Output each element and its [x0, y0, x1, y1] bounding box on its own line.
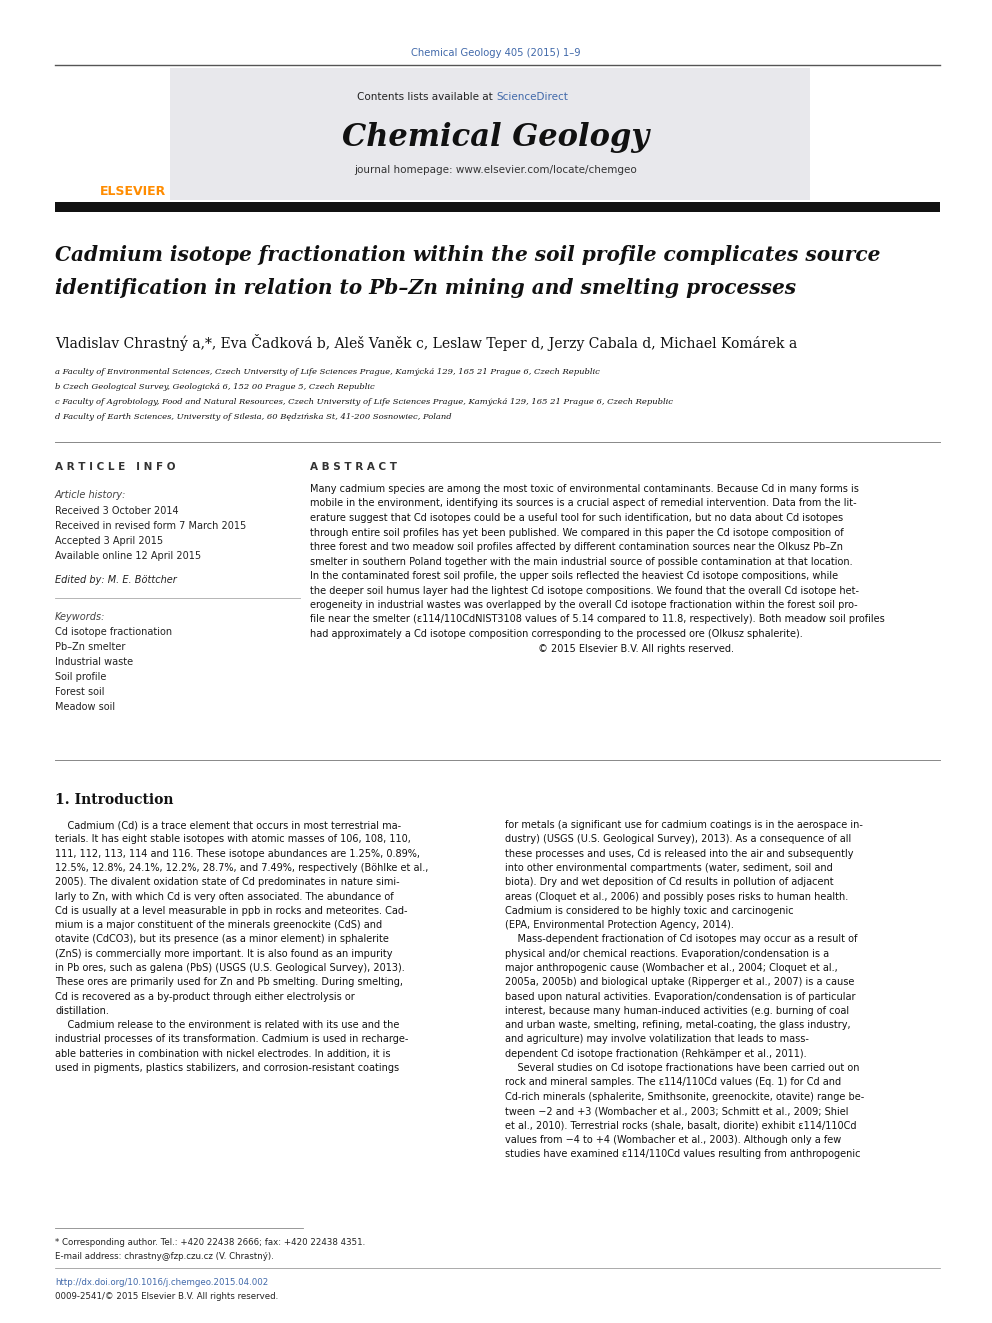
Text: areas (Cloquet et al., 2006) and possibly poses risks to human health.: areas (Cloquet et al., 2006) and possibl…: [505, 892, 848, 901]
Text: (ZnS) is commercially more important. It is also found as an impurity: (ZnS) is commercially more important. It…: [55, 949, 393, 959]
Text: three forest and two meadow soil profiles affected by different contamination so: three forest and two meadow soil profile…: [310, 542, 843, 552]
Text: file near the smelter (ε114/110CdNIST3108 values of 5.14 compared to 11.8, respe: file near the smelter (ε114/110CdNIST310…: [310, 614, 885, 624]
Text: for metals (a significant use for cadmium coatings is in the aerospace in-: for metals (a significant use for cadmiu…: [505, 820, 863, 830]
Text: Cadmium is considered to be highly toxic and carcinogenic: Cadmium is considered to be highly toxic…: [505, 906, 794, 916]
Text: able batteries in combination with nickel electrodes. In addition, it is: able batteries in combination with nicke…: [55, 1049, 391, 1058]
Text: A B S T R A C T: A B S T R A C T: [310, 462, 397, 472]
Text: http://dx.doi.org/10.1016/j.chemgeo.2015.04.002: http://dx.doi.org/10.1016/j.chemgeo.2015…: [55, 1278, 268, 1287]
Text: distillation.: distillation.: [55, 1005, 109, 1016]
Text: In the contaminated forest soil profile, the upper soils reflected the heaviest : In the contaminated forest soil profile,…: [310, 572, 838, 581]
Text: Cadmium isotope fractionation within the soil profile complicates source: Cadmium isotope fractionation within the…: [55, 245, 880, 265]
Text: otavite (CdCO3), but its presence (as a minor element) in sphalerite: otavite (CdCO3), but its presence (as a …: [55, 934, 389, 945]
Text: Keywords:: Keywords:: [55, 613, 105, 622]
Text: These ores are primarily used for Zn and Pb smelting. During smelting,: These ores are primarily used for Zn and…: [55, 978, 403, 987]
Text: mobile in the environment, identifying its sources is a crucial aspect of remedi: mobile in the environment, identifying i…: [310, 499, 857, 508]
Text: Contents lists available at: Contents lists available at: [357, 93, 496, 102]
Text: (EPA, Environmental Protection Agency, 2014).: (EPA, Environmental Protection Agency, 2…: [505, 919, 734, 930]
Text: and agriculture) may involve volatilization that leads to mass-: and agriculture) may involve volatilizat…: [505, 1035, 808, 1044]
Text: erature suggest that Cd isotopes could be a useful tool for such identification,: erature suggest that Cd isotopes could b…: [310, 513, 843, 523]
Text: Cadmium (Cd) is a trace element that occurs in most terrestrial ma-: Cadmium (Cd) is a trace element that occ…: [55, 820, 401, 830]
Text: 2005). The divalent oxidation state of Cd predominates in nature simi-: 2005). The divalent oxidation state of C…: [55, 877, 400, 888]
Text: 12.5%, 12.8%, 24.1%, 12.2%, 28.7%, and 7.49%, respectively (Böhlke et al.,: 12.5%, 12.8%, 24.1%, 12.2%, 28.7%, and 7…: [55, 863, 429, 873]
Text: rock and mineral samples. The ε114/110Cd values (Eq. 1) for Cd and: rock and mineral samples. The ε114/110Cd…: [505, 1077, 841, 1088]
Text: tween −2 and +3 (Wombacher et al., 2003; Schmitt et al., 2009; Shiel: tween −2 and +3 (Wombacher et al., 2003;…: [505, 1106, 848, 1117]
Text: Cd is recovered as a by-product through either electrolysis or: Cd is recovered as a by-product through …: [55, 992, 355, 1002]
Text: a Faculty of Environmental Sciences, Czech University of Life Sciences Prague, K: a Faculty of Environmental Sciences, Cze…: [55, 368, 600, 376]
Text: © 2015 Elsevier B.V. All rights reserved.: © 2015 Elsevier B.V. All rights reserved…: [310, 643, 734, 654]
Text: ELSEVIER: ELSEVIER: [100, 185, 167, 198]
Text: A R T I C L E   I N F O: A R T I C L E I N F O: [55, 462, 176, 472]
Text: c Faculty of Agrobiology, Food and Natural Resources, Czech University of Life S: c Faculty of Agrobiology, Food and Natur…: [55, 398, 673, 406]
Text: smelter in southern Poland together with the main industrial source of possible : smelter in southern Poland together with…: [310, 557, 853, 566]
Text: terials. It has eight stable isotopes with atomic masses of 106, 108, 110,: terials. It has eight stable isotopes wi…: [55, 835, 411, 844]
Text: journal homepage: www.elsevier.com/locate/chemgeo: journal homepage: www.elsevier.com/locat…: [354, 165, 638, 175]
Text: Edited by: M. E. Böttcher: Edited by: M. E. Böttcher: [55, 576, 177, 585]
Text: identification in relation to Pb–Zn mining and smelting processes: identification in relation to Pb–Zn mini…: [55, 278, 797, 298]
Text: Vladislav Chrastný a,*, Eva Čadková b, Aleš Vaněk c, Leslaw Teper d, Jerzy Cabal: Vladislav Chrastný a,*, Eva Čadková b, A…: [55, 333, 798, 351]
Text: Received 3 October 2014: Received 3 October 2014: [55, 505, 179, 516]
Text: and urban waste, smelting, refining, metal-coating, the glass industry,: and urban waste, smelting, refining, met…: [505, 1020, 850, 1031]
Bar: [55, 202, 940, 212]
Text: Accepted 3 April 2015: Accepted 3 April 2015: [55, 536, 163, 546]
Text: biota). Dry and wet deposition of Cd results in pollution of adjacent: biota). Dry and wet deposition of Cd res…: [505, 877, 833, 888]
Text: Available online 12 April 2015: Available online 12 April 2015: [55, 550, 201, 561]
Text: mium is a major constituent of the minerals greenockite (CdS) and: mium is a major constituent of the miner…: [55, 919, 382, 930]
Text: * Corresponding author. Tel.: +420 22438 2666; fax: +420 22438 4351.: * Corresponding author. Tel.: +420 22438…: [55, 1238, 365, 1248]
Text: dustry) (USGS (U.S. Geological Survey), 2013). As a consequence of all: dustry) (USGS (U.S. Geological Survey), …: [505, 835, 851, 844]
Text: Cd is usually at a level measurable in ppb in rocks and meteorites. Cad-: Cd is usually at a level measurable in p…: [55, 906, 408, 916]
Text: 0009-2541/© 2015 Elsevier B.V. All rights reserved.: 0009-2541/© 2015 Elsevier B.V. All right…: [55, 1293, 278, 1301]
Text: b Czech Geological Survey, Geologická 6, 152 00 Prague 5, Czech Republic: b Czech Geological Survey, Geologická 6,…: [55, 382, 375, 392]
Text: d Faculty of Earth Sciences, University of Silesia, 60 Będzińska St, 41-200 Sosn: d Faculty of Earth Sciences, University …: [55, 413, 451, 421]
Text: industrial processes of its transformation. Cadmium is used in recharge-: industrial processes of its transformati…: [55, 1035, 409, 1044]
Text: Received in revised form 7 March 2015: Received in revised form 7 March 2015: [55, 521, 246, 531]
Text: based upon natural activities. Evaporation/condensation is of particular: based upon natural activities. Evaporati…: [505, 992, 855, 1002]
Text: 2005a, 2005b) and biological uptake (Ripperger et al., 2007) is a cause: 2005a, 2005b) and biological uptake (Rip…: [505, 978, 854, 987]
Text: Article history:: Article history:: [55, 490, 126, 500]
Text: Many cadmium species are among the most toxic of environmental contaminants. Bec: Many cadmium species are among the most …: [310, 484, 859, 493]
Text: through entire soil profiles has yet been published. We compared in this paper t: through entire soil profiles has yet bee…: [310, 528, 843, 537]
Text: Several studies on Cd isotope fractionations have been carried out on: Several studies on Cd isotope fractionat…: [505, 1064, 859, 1073]
Text: Mass-dependent fractionation of Cd isotopes may occur as a result of: Mass-dependent fractionation of Cd isoto…: [505, 934, 857, 945]
Text: larly to Zn, with which Cd is very often associated. The abundance of: larly to Zn, with which Cd is very often…: [55, 892, 394, 901]
Text: Soil profile: Soil profile: [55, 672, 106, 681]
Text: Cd-rich minerals (sphalerite, Smithsonite, greenockite, otavite) range be-: Cd-rich minerals (sphalerite, Smithsonit…: [505, 1091, 864, 1102]
Text: studies have examined ε114/110Cd values resulting from anthropogenic: studies have examined ε114/110Cd values …: [505, 1148, 860, 1159]
Text: Meadow soil: Meadow soil: [55, 703, 115, 712]
Text: used in pigments, plastics stabilizers, and corrosion-resistant coatings: used in pigments, plastics stabilizers, …: [55, 1064, 399, 1073]
Text: interest, because many human-induced activities (e.g. burning of coal: interest, because many human-induced act…: [505, 1005, 849, 1016]
Text: Cadmium release to the environment is related with its use and the: Cadmium release to the environment is re…: [55, 1020, 400, 1031]
Text: 1. Introduction: 1. Introduction: [55, 792, 174, 807]
Text: Chemical Geology: Chemical Geology: [342, 122, 650, 153]
Text: et al., 2010). Terrestrial rocks (shale, basalt, diorite) exhibit ε114/110Cd: et al., 2010). Terrestrial rocks (shale,…: [505, 1121, 856, 1130]
Bar: [170, 67, 810, 200]
Text: these processes and uses, Cd is released into the air and subsequently: these processes and uses, Cd is released…: [505, 848, 853, 859]
Text: physical and/or chemical reactions. Evaporation/condensation is a: physical and/or chemical reactions. Evap…: [505, 949, 829, 959]
Text: dependent Cd isotope fractionation (Rehkämper et al., 2011).: dependent Cd isotope fractionation (Rehk…: [505, 1049, 806, 1058]
Text: E-mail address: chrastny@fzp.czu.cz (V. Chrastný).: E-mail address: chrastny@fzp.czu.cz (V. …: [55, 1252, 274, 1261]
Text: 111, 112, 113, 114 and 116. These isotope abundances are 1.25%, 0.89%,: 111, 112, 113, 114 and 116. These isotop…: [55, 848, 420, 859]
Text: ScienceDirect: ScienceDirect: [496, 93, 567, 102]
Text: Cd isotope fractionation: Cd isotope fractionation: [55, 627, 173, 636]
Text: had approximately a Cd isotope composition corresponding to the processed ore (O: had approximately a Cd isotope compositi…: [310, 628, 803, 639]
Text: erogeneity in industrial wastes was overlapped by the overall Cd isotope fractio: erogeneity in industrial wastes was over…: [310, 601, 858, 610]
Text: Pb–Zn smelter: Pb–Zn smelter: [55, 642, 125, 652]
Text: in Pb ores, such as galena (PbS) (USGS (U.S. Geological Survey), 2013).: in Pb ores, such as galena (PbS) (USGS (…: [55, 963, 405, 972]
Text: Industrial waste: Industrial waste: [55, 658, 133, 667]
Text: the deeper soil humus layer had the lightest Cd isotope compositions. We found t: the deeper soil humus layer had the ligh…: [310, 586, 859, 595]
Text: Chemical Geology 405 (2015) 1–9: Chemical Geology 405 (2015) 1–9: [412, 48, 580, 58]
Text: major anthropogenic cause (Wombacher et al., 2004; Cloquet et al.,: major anthropogenic cause (Wombacher et …: [505, 963, 838, 972]
Text: into other environmental compartments (water, sediment, soil and: into other environmental compartments (w…: [505, 863, 832, 873]
Text: Forest soil: Forest soil: [55, 687, 104, 697]
Text: values from −4 to +4 (Wombacher et al., 2003). Although only a few: values from −4 to +4 (Wombacher et al., …: [505, 1135, 841, 1144]
